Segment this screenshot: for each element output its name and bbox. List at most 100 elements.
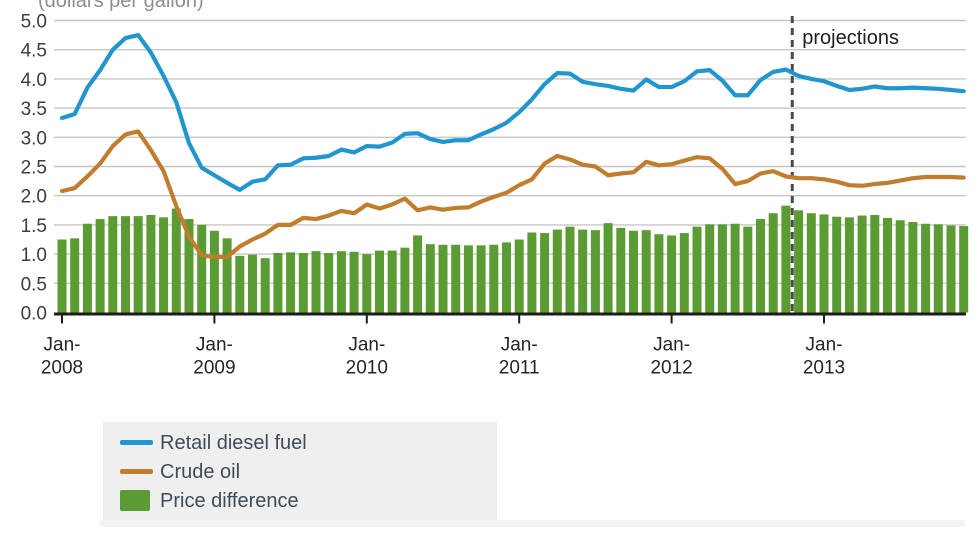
panel-bottom-divider xyxy=(100,520,965,527)
price-difference-bar xyxy=(616,227,626,313)
price-difference-bar xyxy=(565,226,575,313)
price-difference-bar xyxy=(171,208,181,313)
y-axis-tick-label: 4.5 xyxy=(21,41,47,62)
price-difference-bar xyxy=(603,223,613,313)
price-difference-bar xyxy=(425,244,435,313)
price-difference-bars xyxy=(57,205,969,313)
price-difference-bar xyxy=(451,244,461,313)
price-difference-bar xyxy=(159,217,169,313)
price-difference-bar xyxy=(692,226,702,313)
price-difference-bar xyxy=(362,254,372,313)
x-axis-tick-label-month: Jan- xyxy=(653,335,690,356)
x-axis-tick-label-year: 2010 xyxy=(346,358,388,379)
price-difference-bar xyxy=(82,223,92,313)
y-axis-tick-label: 3.0 xyxy=(21,128,47,149)
x-axis-tick-label-month: Jan- xyxy=(44,335,81,356)
x-axis-tick-label-month: Jan- xyxy=(196,335,233,356)
y-axis-tick-label: 4.0 xyxy=(21,70,47,91)
retail-diesel-fuel-line xyxy=(59,32,966,192)
price-difference-bar xyxy=(667,235,677,313)
y-axis-tick-label: 1.5 xyxy=(21,216,47,237)
price-difference-bar xyxy=(781,205,791,313)
price-difference-bar xyxy=(476,245,486,313)
price-difference-bar xyxy=(933,224,943,313)
price-difference-bar xyxy=(286,252,296,313)
x-axis-tick-label-month: Jan- xyxy=(806,335,843,356)
price-difference-bar xyxy=(908,221,918,313)
y-axis-tick-label: 2.5 xyxy=(21,158,47,179)
price-difference-bar xyxy=(959,226,969,313)
price-difference-bar xyxy=(248,254,257,313)
price-difference-bar xyxy=(679,233,689,313)
price-chart: 0.00.51.01.52.02.53.03.54.04.55.0Jan-200… xyxy=(21,0,969,379)
price-difference-bar xyxy=(133,216,143,313)
price-difference-bar xyxy=(375,250,384,313)
price-difference-bar xyxy=(756,219,765,313)
price-difference-bar xyxy=(235,255,245,313)
price-difference-bar xyxy=(641,230,651,313)
price-difference-bar xyxy=(717,224,727,313)
price-difference-bar xyxy=(108,216,118,313)
price-difference-bar xyxy=(654,234,664,313)
price-difference-bar xyxy=(540,233,550,313)
legend-swatch-cell xyxy=(120,440,160,445)
x-axis-tick-label-year: 2011 xyxy=(499,358,540,379)
price-difference-bar xyxy=(514,239,524,313)
price-difference-bar xyxy=(832,216,842,313)
price-difference-bar xyxy=(857,215,867,313)
legend-label-retail-diesel: Retail diesel fuel xyxy=(160,431,307,454)
price-difference-bar xyxy=(768,213,778,313)
retail-diesel-line-swatch-icon xyxy=(120,440,153,445)
price-difference-bar xyxy=(400,247,410,313)
price-difference-bar xyxy=(197,224,207,313)
price-difference-bar xyxy=(324,252,334,313)
price-difference-bar xyxy=(438,244,448,313)
price-difference-bar xyxy=(413,235,423,313)
legend-label-crude-oil: Crude oil xyxy=(160,460,241,483)
price-difference-bar xyxy=(260,258,270,313)
price-difference-bar xyxy=(921,223,931,313)
price-difference-bar xyxy=(705,224,715,313)
price-difference-bar xyxy=(222,238,232,313)
legend-swatch-cell xyxy=(120,490,160,511)
price-difference-bar xyxy=(552,229,562,313)
legend-swatch-cell xyxy=(120,469,160,474)
crude-oil-line xyxy=(59,129,966,260)
price-difference-bar xyxy=(489,244,499,313)
price-difference-bar xyxy=(70,238,80,313)
crude-oil-line-swatch-icon xyxy=(120,469,153,474)
y-axis-tick-label: 5.0 xyxy=(21,12,47,33)
price-difference-bar xyxy=(819,214,829,313)
legend-item-crude-oil: Crude oil xyxy=(120,459,497,485)
price-difference-bar xyxy=(743,226,753,313)
price-difference-bar xyxy=(730,223,740,313)
price-difference-bar xyxy=(806,213,816,313)
price-difference-bar xyxy=(870,214,880,313)
price-difference-bar xyxy=(57,239,67,313)
projections-label: projections xyxy=(802,27,899,49)
y-axis-tick-label: 1.0 xyxy=(21,245,47,266)
price-difference-bar xyxy=(387,250,397,313)
price-difference-bar xyxy=(463,245,473,313)
x-axis-tick-label-month: Jan- xyxy=(501,335,538,356)
x-axis-tick-label-year: 2009 xyxy=(193,358,235,379)
price-difference-bar xyxy=(146,214,156,313)
price-difference-bar xyxy=(590,230,600,313)
price-difference-bar xyxy=(502,242,511,313)
x-axis-tick-label-year: 2008 xyxy=(41,358,83,379)
legend-label-price-difference: Price difference xyxy=(160,489,299,512)
y-axis-tick-label: 0.5 xyxy=(21,274,47,295)
price-difference-bar xyxy=(209,230,219,313)
price-difference-bar-swatch-icon xyxy=(120,490,150,511)
x-axis-tick-label-month: Jan- xyxy=(348,335,385,356)
price-difference-bar xyxy=(578,229,588,313)
price-difference-bar xyxy=(946,225,956,313)
price-difference-bar xyxy=(273,252,283,313)
price-difference-bar xyxy=(336,251,346,313)
y-axis-tick-label: 2.0 xyxy=(21,187,47,208)
y-axis-tick-label: 3.5 xyxy=(21,99,47,120)
x-axis-tick-label-year: 2012 xyxy=(650,358,692,379)
price-difference-bar xyxy=(895,220,905,313)
price-difference-bar xyxy=(629,230,638,313)
